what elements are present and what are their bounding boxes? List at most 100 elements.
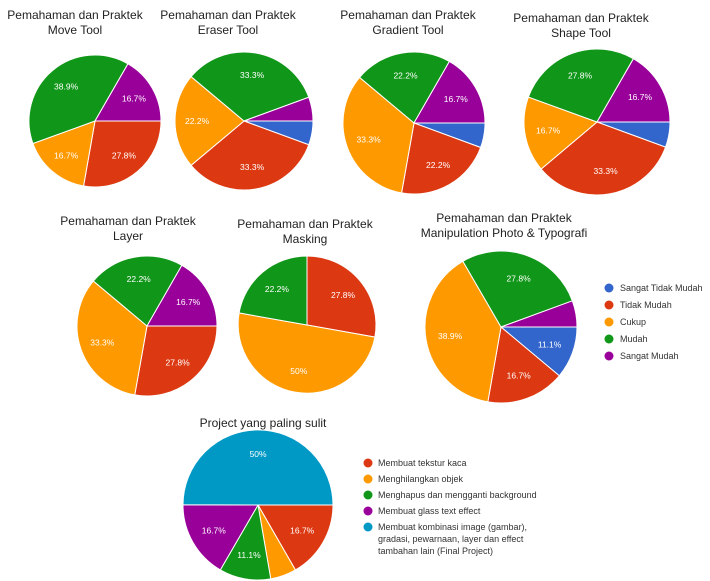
- slice-label: 22.2%: [426, 160, 451, 170]
- legend-label: Membuat tekstur kaca: [378, 458, 467, 468]
- slice-label: 22.2%: [185, 116, 210, 126]
- pie-slice: [28, 54, 129, 145]
- pie-slice: [358, 51, 451, 124]
- slice-label: 50%: [290, 366, 307, 376]
- pie-slice: [500, 300, 578, 328]
- pie-slice: [92, 255, 183, 327]
- slice-label: 22.2%: [265, 284, 290, 294]
- legend-swatch: [363, 458, 373, 468]
- slice-label: 50%: [250, 449, 267, 459]
- pie-slice: [424, 260, 502, 403]
- slice-label: 27.8%: [568, 70, 593, 80]
- pie-slice: [238, 255, 308, 326]
- legend-main: Sangat Tidak Mudah Tidak Mudah Cukup Mud…: [604, 283, 703, 361]
- slice-label: 16.7%: [202, 525, 227, 535]
- legend-project-item: Membuat kombinasi image (gambar), gradas…: [363, 522, 527, 556]
- pie-slice: [342, 76, 415, 194]
- chart-title: Pemahaman dan Praktek: [436, 211, 572, 225]
- legend-project-item: Membuat glass text effect: [363, 506, 481, 516]
- pie-slice: [413, 60, 486, 124]
- legend-swatch: [363, 474, 373, 484]
- slice-label: 38.9%: [54, 82, 79, 92]
- slice-label: 33.3%: [594, 166, 619, 176]
- slice-label: 22.2%: [127, 274, 152, 284]
- slice-label: 16.7%: [507, 371, 532, 381]
- slice-label: 27.8%: [507, 273, 532, 283]
- legend-swatch: [363, 522, 373, 532]
- chart-subtitle: Eraser Tool: [198, 23, 258, 37]
- pie-slice: [174, 75, 245, 167]
- chart-subtitle: Layer: [113, 229, 143, 243]
- legend-main-item: Tidak Mudah: [604, 300, 672, 310]
- legend-label: Membuat kombinasi image (gambar),: [378, 522, 527, 532]
- legend-swatch: [604, 283, 614, 293]
- pie-slice: [182, 504, 259, 571]
- pie-slice: [237, 312, 376, 394]
- legend-label: Cukup: [620, 317, 646, 327]
- legend-label: Mudah: [620, 334, 648, 344]
- slice-label: 33.3%: [90, 337, 115, 347]
- pie-slice: [134, 325, 218, 397]
- legend-project-item: Menghilangkan objek: [363, 474, 464, 484]
- legend-label-cont: gradasi, pewarnaan, layer dan effect: [378, 534, 524, 544]
- pie-slice: [400, 122, 482, 195]
- chart-title: Pemahaman dan Praktek: [513, 11, 649, 25]
- pie-chart: Project yang paling sulit 16.7% 11.1% 16.7%…: [182, 416, 334, 581]
- chart-subtitle: Move Tool: [48, 23, 102, 37]
- chart-title: Pemahaman dan Praktek: [160, 8, 296, 22]
- legend-label-cont: tambahan lain (Final Project): [378, 546, 493, 556]
- slice-label: 38.9%: [438, 331, 463, 341]
- slice-label: 16.7%: [54, 150, 79, 160]
- chart-title: Pemahaman dan Praktek: [7, 8, 143, 22]
- slice-label: 11.1%: [538, 340, 562, 350]
- slice-label: 22.2%: [393, 71, 418, 81]
- legend-main-item: Cukup: [604, 317, 646, 327]
- legend-main-item: Sangat Tidak Mudah: [604, 283, 703, 293]
- slice-label: 11.1%: [237, 550, 261, 560]
- legend-project-item: Membuat tekstur kaca: [363, 458, 467, 468]
- chart-title: Pemahaman dan Praktek: [237, 217, 373, 231]
- pie-slice: [462, 250, 573, 328]
- pie-slice: [306, 255, 377, 338]
- legend-label: Sangat Tidak Mudah: [620, 283, 703, 293]
- slice-label: 16.7%: [290, 526, 315, 536]
- slice-label: 16.7%: [444, 94, 469, 104]
- legend-label: Membuat glass text effect: [378, 506, 481, 516]
- legend-swatch: [604, 300, 614, 310]
- slice-label: 33.3%: [240, 162, 265, 172]
- slice-label: 27.8%: [112, 150, 137, 160]
- chart-title: Project yang paling sulit: [200, 416, 327, 430]
- slice-label: 27.8%: [166, 358, 191, 368]
- legend-label: Menghilangkan objek: [378, 474, 464, 484]
- slice-label: 16.7%: [628, 92, 653, 102]
- pie-slice: [190, 120, 310, 191]
- legend-label: Menghapus dan mengganti background: [378, 490, 537, 500]
- chart-subtitle: Shape Tool: [551, 26, 611, 40]
- slice-label: 16.7%: [536, 126, 561, 136]
- chart-subtitle: Gradient Tool: [372, 23, 443, 37]
- legend-project-item: Menghapus dan mengganti background: [363, 490, 537, 500]
- pie-slice: [82, 120, 162, 188]
- pie-slice: [596, 58, 671, 123]
- slice-label: 27.8%: [331, 290, 356, 300]
- chart-subtitle: Manipulation Photo & Typografi: [421, 226, 588, 240]
- pie-slice: [32, 120, 96, 187]
- slice-label: 33.3%: [357, 135, 382, 145]
- pie-slice: [182, 429, 334, 506]
- legend-label: Tidak Mudah: [620, 300, 672, 310]
- legend-swatch: [363, 490, 373, 500]
- pie-slice: [76, 280, 148, 396]
- legend-swatch: [604, 317, 614, 327]
- pie-slice: [146, 264, 218, 327]
- legend-label: Sangat Mudah: [620, 351, 679, 361]
- legend-project: Membuat tekstur kaca Menghilangkan objek…: [363, 458, 537, 556]
- legend-swatch: [363, 506, 373, 516]
- pie-slice: [540, 121, 667, 196]
